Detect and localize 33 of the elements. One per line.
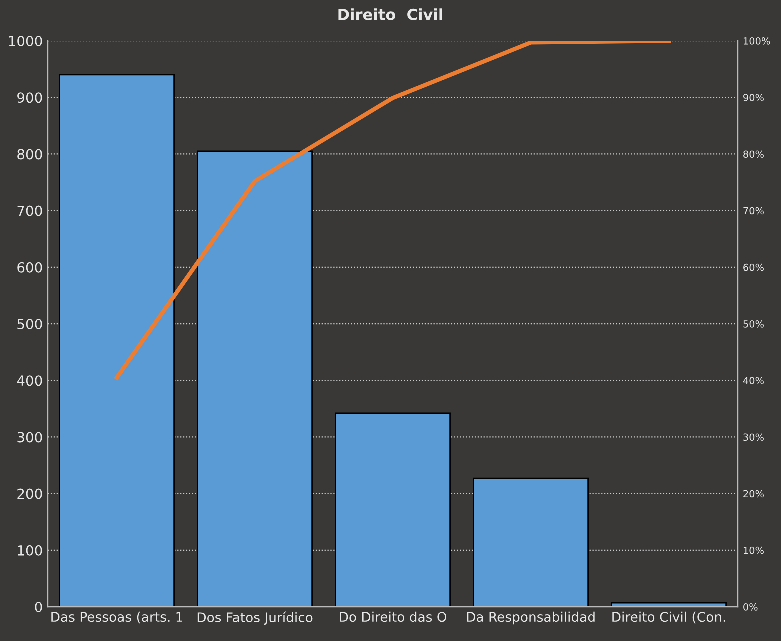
y-tick-label: 1000 [9, 36, 42, 46]
bar [473, 478, 590, 608]
x-tick-label: Do Direito das O [340, 612, 447, 622]
chart-title: Direito Civil [338, 8, 442, 20]
bar [197, 150, 313, 608]
y2-tick-label: 100% [744, 38, 770, 45]
x-tick-label: Da Responsabilidad [467, 612, 595, 625]
bar [335, 412, 452, 608]
y2-tick-label: 90% [744, 94, 764, 102]
y-tick-label: 800 [18, 149, 42, 160]
bar [59, 74, 175, 608]
y-tick-label: 500 [18, 318, 42, 330]
y-tick-label: 100 [18, 545, 42, 556]
y2-tick-label: 80% [744, 150, 764, 158]
x-tick-label: Direito Civil (Con. [612, 612, 726, 624]
y2-tick-label: 40% [743, 377, 764, 384]
y-tick-label: 0 [35, 602, 42, 612]
y-tick-label: 300 [18, 432, 42, 443]
y-tick-label: 400 [17, 376, 42, 386]
x-tick-label: Das Pessoas (arts. 1 [52, 612, 183, 624]
y2-tick-label: 70% [744, 207, 764, 215]
y-tick-label: 900 [18, 92, 42, 104]
y-tick-label: 600 [18, 262, 42, 273]
y2-tick-label: 0% [744, 604, 758, 611]
line-series [114, 41, 672, 380]
y-tick-label: 700 [18, 206, 42, 216]
y2-tick-label: 10% [744, 546, 764, 554]
y2-tick-label: 20% [744, 490, 764, 498]
y2-tick-label: 60% [744, 264, 764, 272]
y2-tick-label: 30% [744, 434, 764, 442]
y2-tick-label: 50% [744, 320, 764, 328]
x-tick-label: Dos Fatos Jurídico [198, 612, 313, 625]
y-tick-label: 200 [18, 488, 42, 500]
